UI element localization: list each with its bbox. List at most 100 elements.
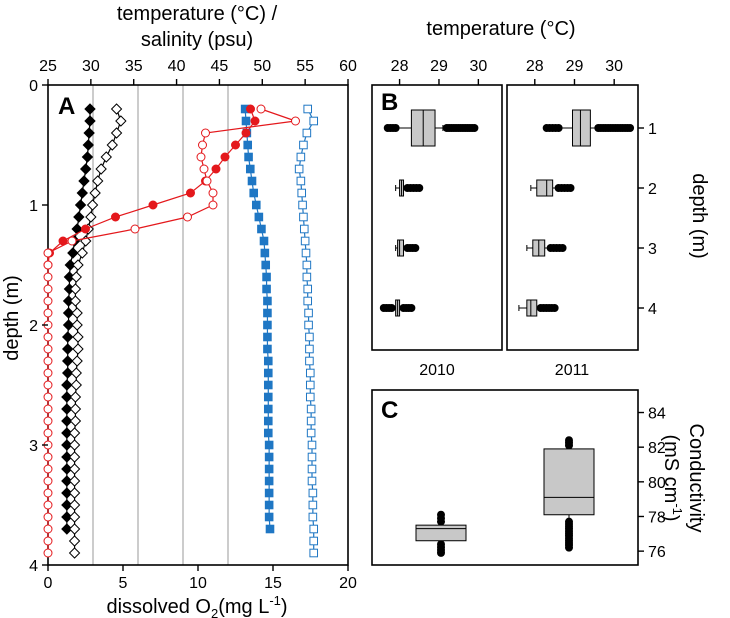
panel-a-marker-5 — [43, 308, 53, 318]
panel-a-marker-1 — [68, 451, 81, 463]
panel-b-outlier — [415, 184, 424, 192]
panel-a-marker-2 — [244, 152, 253, 162]
panel-a-marker-4 — [246, 104, 255, 114]
panel-a-ticks: 25 30 35 40 45 50 55 60 0 5 10 15 20 0 1 2 3 4 — [29, 58, 357, 592]
panel-a-marker-2 — [251, 200, 261, 210]
panel-a-marker-5 — [43, 524, 53, 534]
panel-a-series — [43, 103, 319, 559]
panel-a-marker-1 — [69, 403, 82, 415]
panel-a-marker-1 — [70, 379, 82, 391]
panel-a-marker-5 — [43, 356, 53, 366]
panel-a-marker-2 — [264, 452, 274, 462]
panel-a-marker-0 — [62, 355, 74, 367]
panel-b-outlier — [470, 124, 479, 132]
panel-a-marker-5 — [43, 344, 53, 354]
panel-a-marker-4 — [211, 164, 221, 174]
panel-a-marker-2 — [249, 188, 259, 198]
panel-c-box — [543, 448, 595, 516]
panel-a-marker-0 — [61, 415, 73, 427]
panel-a-marker-4 — [231, 140, 240, 150]
panel-a-top-tick-label: 30 — [82, 58, 100, 75]
panel-a-marker-1 — [71, 307, 83, 319]
panel-a-marker-0 — [61, 463, 73, 475]
panel-a-marker-5 — [130, 224, 140, 234]
panel-a-marker-1 — [69, 391, 82, 403]
panel-c: 76 78 80 82 84 C Conductivity (mS cm-1) — [371, 389, 707, 566]
panel-a-marker-1 — [89, 187, 101, 199]
panel-a-marker-0 — [64, 259, 76, 271]
panel-a-marker-3 — [309, 536, 319, 546]
panel-a-marker-2 — [259, 236, 269, 246]
panel-a-marker-2 — [263, 296, 272, 306]
panel-a-marker-1 — [72, 331, 84, 343]
panel-a-marker-1 — [100, 151, 112, 163]
panel-a-marker-0 — [61, 523, 73, 535]
panel-a-marker-1 — [110, 103, 123, 115]
panel-b-top-tick-label: 28 — [526, 58, 544, 75]
panel-a-marker-2 — [241, 116, 251, 126]
panel-a-marker-5 — [43, 500, 53, 510]
panel-a-marker-5 — [196, 152, 206, 162]
panel-a-bottom-tick-label: 5 — [119, 575, 128, 592]
panel-a-marker-1 — [86, 199, 99, 211]
panel-a-marker-3 — [307, 464, 317, 474]
panel-b-box — [536, 179, 554, 197]
panel-b-2010-frame — [371, 84, 503, 351]
panel-a-marker-4 — [111, 212, 120, 222]
panel-a-top-tick-label: 25 — [39, 58, 57, 75]
panel-a-marker-0 — [81, 151, 94, 163]
panel-a-marker-5 — [43, 368, 53, 378]
panel-b-top-tick-label: 30 — [605, 58, 623, 75]
panel-c-outlier — [565, 436, 573, 445]
panel-a-marker-5 — [208, 188, 218, 198]
panel-a-marker-0 — [61, 499, 73, 511]
panel-a-marker-1 — [92, 175, 104, 187]
panel-a-marker-3 — [305, 368, 315, 378]
panel-b-right-axis-title: depth (m) — [688, 173, 710, 259]
panel-a-left-tick-label: 2 — [29, 318, 38, 335]
panel-a-marker-0 — [67, 247, 79, 259]
panel-a-marker-2 — [263, 368, 273, 378]
panel-a-marker-2 — [263, 380, 273, 390]
panel-b-outlier — [550, 304, 559, 312]
panel-a-marker-1 — [68, 499, 81, 511]
panel-a-marker-1 — [69, 283, 82, 295]
panel-c-outlier — [565, 517, 573, 526]
panel-b-box — [526, 299, 538, 317]
panel-a-marker-2 — [264, 440, 274, 450]
panel-a-marker-2 — [263, 428, 273, 438]
panel-a-marker-5 — [43, 380, 53, 390]
panel-c-boxes — [415, 436, 595, 557]
panel-a-marker-5 — [43, 488, 53, 498]
panel-b-outlier — [391, 124, 400, 132]
panel-a-marker-3 — [308, 488, 318, 498]
panel-a-marker-3 — [306, 428, 316, 438]
panel-b-outlier — [554, 124, 563, 132]
panel-c-right-tick-label: 84 — [648, 406, 666, 423]
panel-a-left-axis-title: depth (m) — [1, 275, 23, 361]
panel-a-marker-3 — [303, 284, 313, 294]
panel-a-marker-2 — [245, 164, 255, 174]
panel-b-outlier — [626, 124, 635, 132]
panel-a-marker-2 — [247, 176, 257, 186]
panel-b-right-tick-label: 3 — [648, 241, 657, 258]
panel-b-top-tick-label: 29 — [430, 58, 448, 75]
panel-b-year-2010: 2010 — [419, 362, 455, 379]
panel-c-right-axis-title-2: (mS cm-1) — [660, 434, 685, 521]
panel-a-marker-0 — [61, 427, 73, 439]
panel-a-marker-3 — [307, 452, 317, 462]
panel-a-left-tick-label: 1 — [29, 198, 38, 215]
panel-a-marker-3 — [302, 128, 312, 138]
panel-a-marker-5 — [291, 116, 300, 126]
panel-a-top-tick-label: 50 — [253, 58, 271, 75]
panel-a-marker-5 — [43, 284, 53, 294]
panel-a-marker-0 — [61, 391, 73, 403]
panel-a-marker-0 — [82, 139, 94, 151]
panel-a-marker-2 — [264, 500, 274, 510]
panel-a-marker-0 — [84, 103, 96, 115]
panel-a-marker-2 — [261, 260, 271, 270]
panel-a-bottom-tick-label: 15 — [264, 575, 282, 592]
panel-a-marker-3 — [302, 260, 312, 270]
panel-a-marker-0 — [61, 475, 73, 487]
